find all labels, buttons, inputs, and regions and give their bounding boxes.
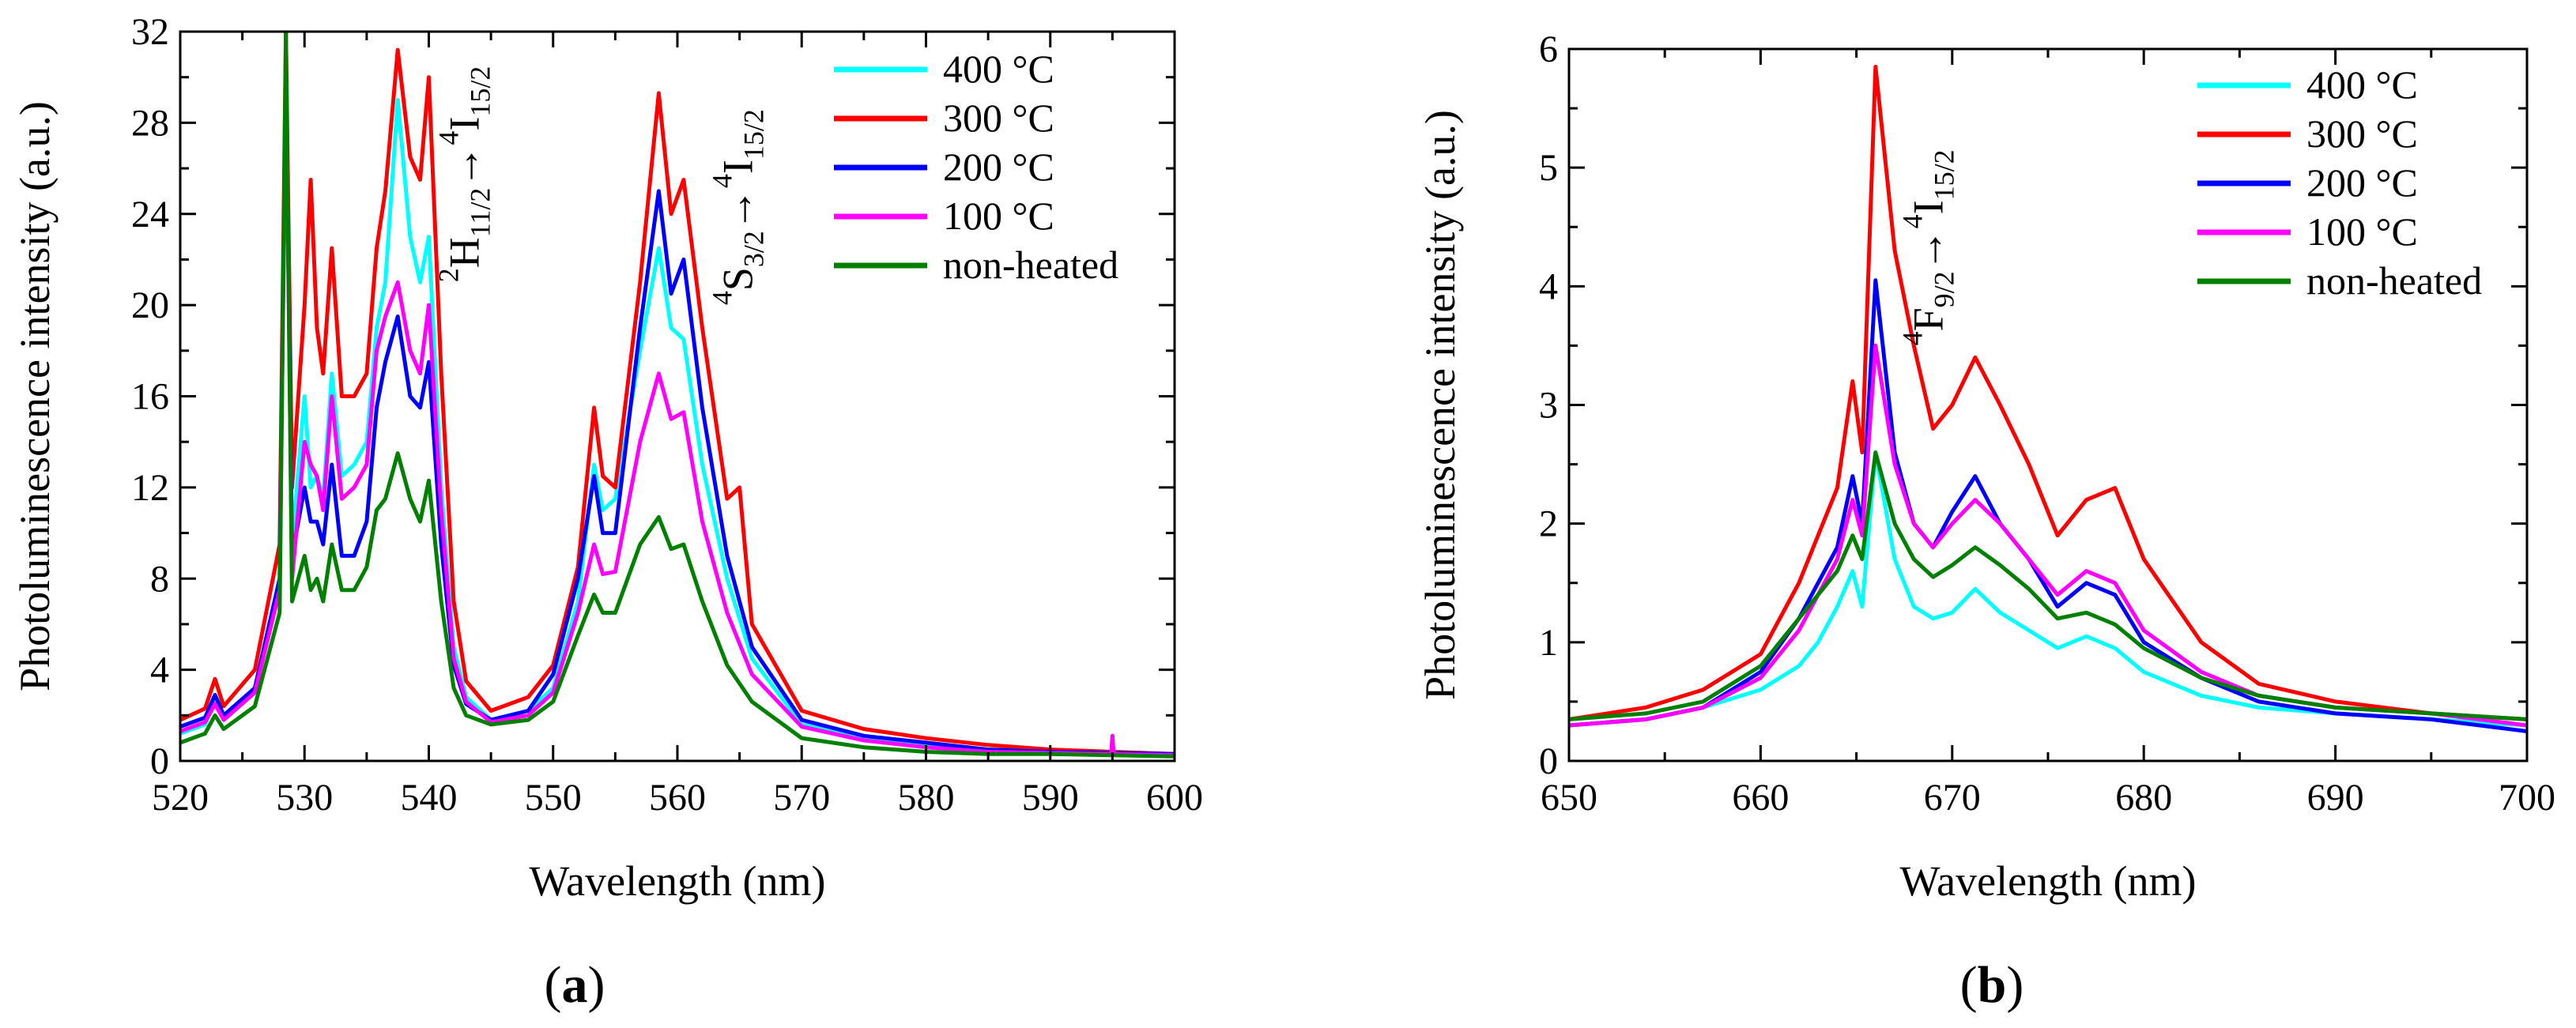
legend-label: 100 °C — [943, 194, 1054, 238]
legend-label: 400 °C — [2306, 62, 2418, 107]
legend-label: 100 °C — [2306, 209, 2418, 254]
series-line-300-c — [1569, 65, 2527, 721]
legend-label: non-heated — [2306, 258, 2482, 303]
y-tick-label: 20 — [131, 284, 169, 326]
series-line-400-c — [1569, 450, 2527, 728]
series-line-non-heated — [1569, 450, 2527, 721]
panel-label: (b) — [1960, 956, 2024, 1014]
y-tick-label: 2 — [1539, 503, 1558, 545]
x-tick-label: 560 — [649, 777, 706, 819]
y-tick-label: 16 — [131, 376, 169, 418]
y-tick-label: 8 — [150, 558, 169, 600]
series-line-100-c — [1569, 343, 2527, 728]
transition-annotation: 4F9/2→4I15/2 — [1897, 149, 1960, 345]
legend-label: 200 °C — [2306, 160, 2418, 205]
y-tick-label: 3 — [1539, 385, 1558, 427]
y-tick-label: 32 — [131, 11, 169, 53]
y-tick-label: 1 — [1539, 622, 1558, 664]
y-axis-label: Photoluminescence intensity (a.u.) — [1416, 110, 1464, 700]
transition-annotation: 2H11/2→4I15/2 — [432, 66, 496, 283]
series-line-300-c — [180, 32, 1175, 756]
x-tick-label: 520 — [152, 777, 209, 819]
x-tick-label: 670 — [1924, 777, 1981, 819]
x-tick-label: 530 — [276, 777, 333, 819]
y-tick-label: 4 — [1539, 265, 1558, 307]
x-axis-label: Wavelength (nm) — [529, 857, 825, 905]
y-tick-label: 6 — [1539, 28, 1558, 70]
y-tick-label: 0 — [150, 740, 169, 782]
x-tick-label: 570 — [773, 777, 830, 819]
x-tick-label: 680 — [2115, 777, 2172, 819]
y-tick-label: 28 — [131, 102, 169, 144]
series-group — [180, 32, 1175, 759]
x-tick-label: 580 — [898, 777, 955, 819]
transition-annotation: 4S3/2→4I15/2 — [706, 109, 769, 305]
y-tick-label: 24 — [131, 194, 169, 235]
x-tick-label: 600 — [1146, 777, 1203, 819]
legend-label: 300 °C — [2306, 111, 2418, 156]
legend-label: 200 °C — [943, 145, 1054, 189]
x-tick-label: 540 — [401, 777, 458, 819]
x-tick-label: 660 — [1732, 777, 1789, 819]
y-tick-label: 4 — [150, 650, 169, 691]
series-line-100-c — [180, 75, 1175, 758]
x-axis-label: Wavelength (nm) — [1899, 857, 2196, 905]
x-tick-label: 590 — [1022, 777, 1079, 819]
y-tick-label: 0 — [1539, 740, 1558, 782]
legend-label: 300 °C — [943, 96, 1054, 140]
y-tick-label: 5 — [1539, 147, 1558, 189]
y-axis-label: Photoluminescence intensity (a.u.) — [11, 101, 58, 691]
legend-label: 400 °C — [943, 47, 1054, 91]
panel-a: 520 530 540 550 560 570 580 590 600 0 4 8 12 16 20 24 28… — [11, 11, 1203, 1014]
series-line-non-heated — [180, 32, 1175, 759]
panel-b: 650 660 670 680 690 700 0 1 2 3 4 5 6 Wavelength (nm)… — [1416, 28, 2555, 1014]
legend-label: non-heated — [943, 243, 1118, 287]
x-tick-label: 550 — [525, 777, 582, 819]
x-tick-label: 690 — [2307, 777, 2364, 819]
series-line-200-c — [1569, 278, 2527, 733]
plot-frame — [1567, 47, 2529, 763]
panel-label: (a) — [545, 956, 605, 1014]
x-tick-label: 700 — [2499, 777, 2555, 819]
series-group — [1569, 65, 2527, 733]
x-tick-label: 650 — [1541, 777, 1597, 819]
y-tick-label: 12 — [131, 467, 169, 509]
